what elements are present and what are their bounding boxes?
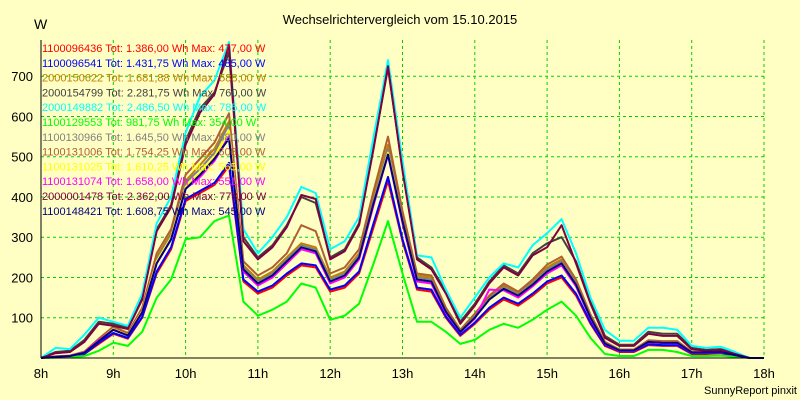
x-tick-label: 15h	[536, 366, 558, 381]
x-tick-label: 9h	[106, 366, 120, 381]
x-tick-label: 11h	[248, 366, 269, 381]
legend: 1100096436 Tot: 1.386,00 Wh Max: 477,00 …	[42, 43, 267, 218]
x-tick-label: 17h	[681, 366, 703, 381]
chart-title: Wechselrichtervergleich vom 15.10.2015	[283, 12, 518, 27]
legend-entry-2000149882: 2000149882 Tot: 2.486,50 Wh Max: 785,00 …	[42, 102, 267, 114]
legend-entry-1100148421: 1100148421 Tot: 1.608,75 Wh Max: 545,00 …	[42, 206, 266, 218]
legend-entry-1100131006: 1100131006 Tot: 1.754,25 Wh Max: 608,00 …	[42, 147, 266, 159]
series-line-2000001478	[40, 43, 764, 359]
y-tick-label: 500	[11, 150, 33, 165]
x-tick-label: 10h	[175, 366, 197, 381]
legend-entry-1100131074: 1100131074 Tot: 1.658,00 Wh Max: 551,00 …	[42, 176, 266, 188]
x-tick-label: 13h	[392, 366, 414, 381]
series-line-1100131006	[40, 112, 764, 359]
legend-entry-1100096541: 1100096541 Tot: 1.431,75 Wh Max: 485,00 …	[42, 58, 266, 70]
x-tick-labels: 8h 9h 10h 11h 12h 13h 14h 15h 16h 17h 18h	[34, 366, 775, 381]
series-line-1100129553	[40, 214, 764, 359]
y-tick-labels: 100 200 300 400 500 600 700	[11, 69, 33, 326]
legend-entry-1100096436: 1100096436 Tot: 1.386,00 Wh Max: 477,00 …	[42, 43, 266, 55]
series-lines	[40, 41, 764, 359]
y-tick-label: 200	[11, 270, 33, 285]
legend-entry-1100129553: 1100129553 Tot: 981,75 Wh Max: 354,00 W	[42, 117, 257, 129]
y-tick-label: 400	[11, 190, 33, 205]
axes	[40, 40, 764, 359]
y-tick-label: 100	[11, 311, 33, 326]
grid	[41, 40, 765, 358]
y-axis-unit-label: W	[34, 16, 48, 32]
y-tick-label: 600	[11, 109, 33, 124]
x-tick-label: 14h	[464, 366, 486, 381]
series-line-2000149882	[40, 41, 764, 359]
x-tick-label: 8h	[34, 366, 48, 381]
footer-credit: SunnyReport pinxit	[704, 385, 797, 397]
x-tick-label: 16h	[609, 366, 631, 381]
legend-entry-1100131025: 1100131025 Tot: 1.610,25 Wh Max: 565,00 …	[42, 161, 266, 173]
legend-entry-2000154799: 2000154799 Tot: 2.281,75 Wh Max: 760,00 …	[42, 87, 267, 99]
y-tick-label: 300	[11, 230, 33, 245]
y-tick-label: 700	[11, 69, 33, 84]
legend-entry-2000150622: 2000150622 Tot: 1.681,88 Wh Max: 588,00 …	[42, 73, 267, 85]
x-tick-label: 12h	[319, 366, 341, 381]
series-line-1100096541	[40, 161, 764, 359]
series-line-1100148421	[40, 137, 764, 359]
legend-entry-2000001478: 2000001478 Tot: 2.362,00 Wh Max: 778,00 …	[42, 191, 267, 203]
x-tick-label: 18h	[753, 366, 775, 381]
legend-entry-1100130966: 1100130966 Tot: 1.645,50 Wh Max: 580,00 …	[42, 132, 266, 144]
